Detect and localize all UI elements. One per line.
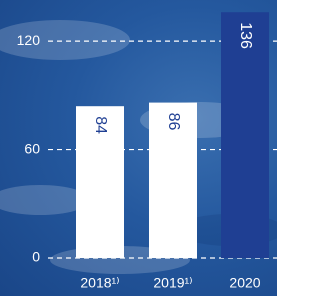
y-tick-label: 0 — [32, 249, 40, 265]
x-tick-label: 2018¹⁾ — [80, 275, 119, 291]
chart: 0 60 120 84 2018¹⁾ 86 2019¹⁾ 136 2020 — [0, 0, 277, 296]
x-tick-label: 2020 — [229, 275, 260, 291]
y-tick-label: 120 — [17, 32, 41, 48]
value-label: 84 — [92, 116, 109, 134]
x-tick-label: 2019¹⁾ — [153, 275, 192, 291]
value-label: 86 — [165, 113, 182, 131]
bar — [221, 12, 269, 258]
value-label: 136 — [237, 22, 254, 49]
y-tick-label: 60 — [24, 140, 40, 156]
